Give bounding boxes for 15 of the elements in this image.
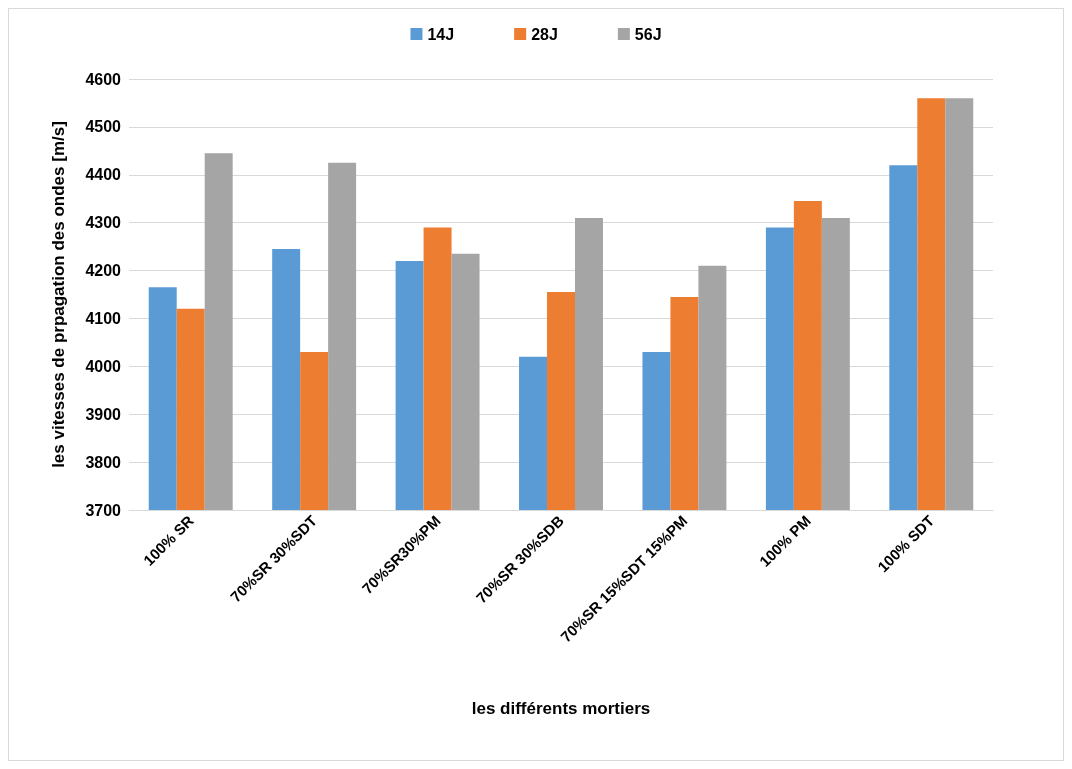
y-tick-label: 3800 — [85, 453, 122, 471]
y-tick-label: 4100 — [85, 309, 122, 327]
y-tick-label: 4600 — [85, 70, 122, 88]
y-tick-label: 3900 — [85, 405, 122, 423]
x-axis-title: les différents mortiers — [471, 699, 651, 718]
y-tick-label: 4500 — [85, 118, 122, 136]
y-tick-label: 4400 — [85, 166, 122, 184]
y-tick-label: 3700 — [85, 501, 122, 519]
y-tick-label: 4300 — [85, 214, 122, 232]
y-tick-label: 4000 — [85, 357, 122, 375]
y-tick-label: 4200 — [85, 262, 122, 280]
legend-label: 28J — [531, 25, 558, 43]
legend-label: 56J — [634, 25, 662, 43]
legend-label: 14J — [427, 25, 455, 43]
y-axis-title: les vitesses de prpagation des ondes [m/s] — [49, 121, 68, 468]
